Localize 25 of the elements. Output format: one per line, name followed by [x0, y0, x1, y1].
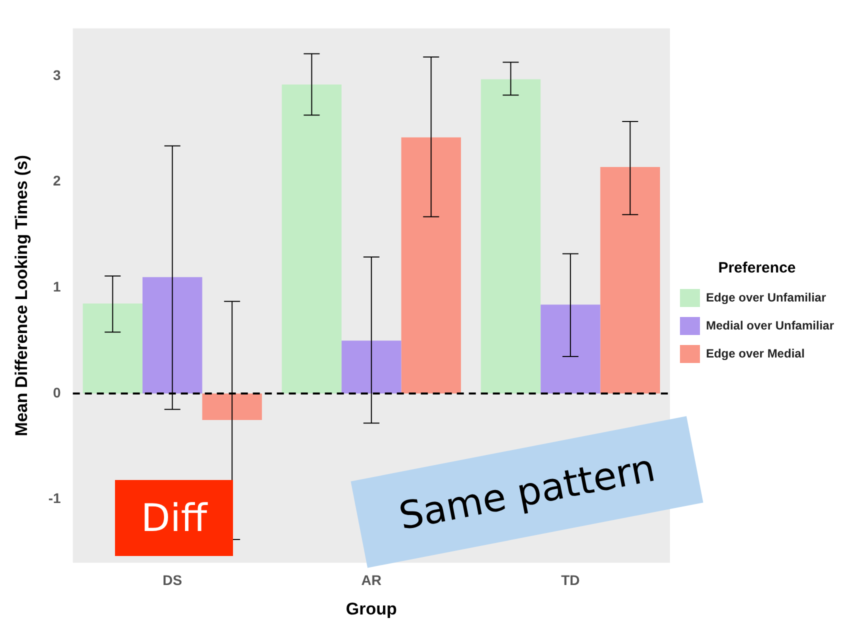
bar — [142, 277, 202, 394]
y-tick-label: 3 — [53, 66, 62, 83]
x-tick-label: AR — [361, 572, 382, 588]
y-axis-title: Mean Difference Looking Times (s) — [12, 155, 31, 436]
x-axis-title: Group — [346, 599, 397, 618]
bar — [480, 79, 541, 394]
y-tick-label: 1 — [53, 278, 62, 295]
annotation: Diff — [115, 480, 233, 556]
bar — [82, 304, 143, 394]
y-tick-label: 0 — [53, 384, 62, 400]
bar — [600, 167, 660, 394]
legend-label: Edge over Unfamiliar — [706, 290, 826, 304]
bar — [202, 393, 262, 420]
annotation: Same pattern — [350, 416, 704, 568]
x-tick-label: DS — [162, 572, 182, 588]
bar — [282, 84, 342, 394]
bar — [401, 137, 461, 394]
legend-label: Medial over Unfamiliar — [706, 318, 834, 332]
legend-label: Edge over Medial — [706, 346, 805, 360]
bar — [342, 340, 402, 394]
x-tick-label: TD — [561, 572, 580, 588]
y-tick-label: 2 — [53, 172, 62, 189]
bar — [540, 304, 600, 394]
y-tick-label: -1 — [48, 490, 62, 506]
legend-title: Preference — [718, 260, 796, 277]
